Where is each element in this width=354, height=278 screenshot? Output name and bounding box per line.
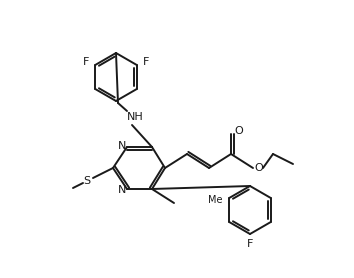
Text: N: N bbox=[118, 141, 126, 151]
Text: Me: Me bbox=[208, 195, 222, 205]
Text: O: O bbox=[255, 163, 263, 173]
Text: N: N bbox=[118, 185, 126, 195]
Text: F: F bbox=[143, 57, 149, 67]
Text: F: F bbox=[247, 239, 253, 249]
Text: F: F bbox=[83, 57, 90, 67]
Text: O: O bbox=[235, 126, 244, 136]
Text: S: S bbox=[84, 176, 91, 186]
Text: NH: NH bbox=[127, 112, 143, 122]
